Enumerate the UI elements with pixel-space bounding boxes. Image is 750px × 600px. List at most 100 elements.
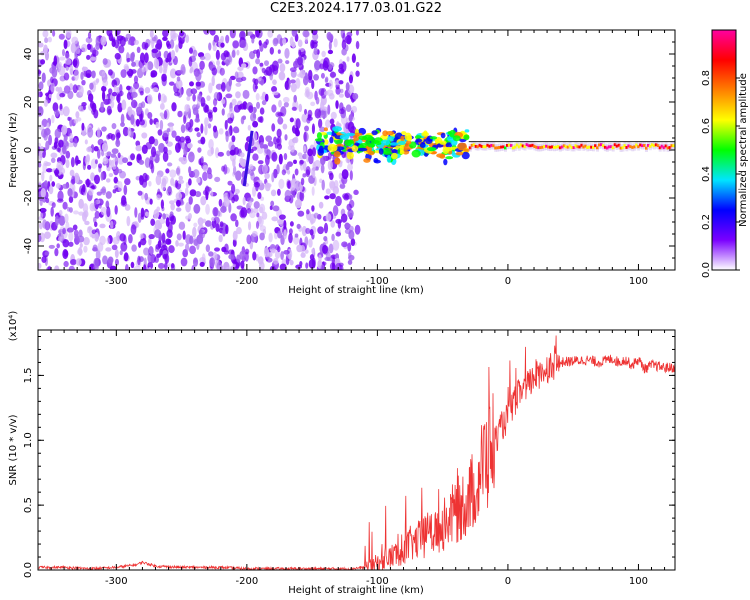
noise-blob (84, 155, 90, 166)
y-tick-label: 0.5 (23, 497, 34, 513)
noise-blob (135, 118, 140, 127)
transition-blob (386, 155, 392, 163)
noise-blob (63, 39, 68, 50)
carrier-segment (470, 143, 474, 147)
noise-blob (317, 226, 324, 235)
noise-blob (298, 103, 303, 113)
noise-blob (282, 38, 287, 45)
noise-blob (242, 196, 246, 206)
noise-blob (249, 164, 254, 170)
y-tick-label: -20 (23, 190, 34, 206)
noise-blob (101, 142, 109, 152)
noise-blob (218, 198, 223, 207)
noise-blob (108, 173, 114, 178)
noise-blob (241, 264, 245, 270)
noise-blob (204, 124, 208, 136)
noise-blob (94, 210, 100, 219)
carrier-segment (515, 143, 519, 147)
carrier-segment (582, 145, 586, 149)
noise-blob (114, 249, 119, 259)
noise-blob (283, 229, 287, 240)
noise-blob (51, 114, 55, 124)
noise-blob (335, 218, 343, 224)
noise-blob (204, 117, 209, 127)
transition-blob (443, 158, 448, 166)
noise-blob (283, 96, 290, 103)
noise-blob (211, 75, 215, 87)
carrier-segment (517, 145, 521, 149)
carrier-segment (494, 146, 498, 150)
noise-blob (239, 103, 246, 110)
carrier-segment (576, 145, 580, 149)
transition-blob (382, 151, 393, 155)
transition-blob (373, 158, 379, 163)
noise-blob (168, 245, 175, 254)
noise-blob (97, 242, 104, 252)
noise-blob (75, 111, 80, 119)
transition-blob (426, 147, 437, 152)
noise-blob (140, 214, 145, 220)
noise-blob (289, 36, 294, 47)
noise-blob (47, 36, 52, 43)
noise-blob (67, 90, 74, 100)
noise-blob (150, 70, 158, 78)
noise-blob (139, 90, 144, 96)
noise-blob (259, 203, 266, 214)
noise-blob (344, 228, 352, 234)
noise-blob (159, 119, 164, 131)
noise-blob (198, 94, 202, 100)
carrier-segment (650, 143, 654, 147)
noise-blob (207, 123, 212, 129)
noise-blob (194, 127, 200, 132)
carrier-segment (578, 145, 582, 149)
noise-blob (299, 245, 306, 253)
carrier-segment (590, 145, 594, 149)
noise-blob (68, 241, 74, 247)
noise-blob (227, 128, 231, 137)
carrier-segment (627, 144, 631, 148)
x-tick-label: -200 (236, 276, 259, 287)
noise-blob (346, 56, 350, 62)
noise-blob (272, 65, 279, 75)
noise-blob (203, 30, 210, 35)
carrier-segment (502, 145, 506, 149)
transition-blob (387, 135, 396, 142)
noise-blob (277, 230, 283, 239)
noise-blob (111, 91, 117, 97)
noise-blob (149, 155, 154, 165)
carrier-segment (662, 146, 666, 150)
noise-blob (265, 182, 269, 187)
noise-blob (63, 72, 70, 81)
noise-blob (167, 122, 175, 127)
noise-blob (271, 123, 276, 132)
transition-blob (336, 143, 344, 148)
noise-blob (297, 39, 303, 48)
transition-blob (436, 153, 446, 158)
noise-blob (144, 174, 150, 181)
carrier-segment (478, 143, 482, 147)
noise-blob (323, 235, 328, 242)
carrier-segment (474, 144, 478, 148)
noise-blob (271, 104, 277, 113)
noise-blob (304, 125, 309, 132)
transition-blob (378, 148, 384, 155)
noise-blob (247, 124, 251, 131)
noise-blob (177, 242, 184, 247)
noise-blob (204, 220, 212, 227)
transition-blob (404, 142, 410, 147)
noise-blob (172, 32, 179, 38)
noise-blob (323, 222, 329, 234)
noise-blob (256, 101, 261, 109)
noise-blob (72, 224, 78, 231)
noise-blob (108, 32, 114, 42)
noise-blob (231, 98, 237, 106)
noise-blob (38, 70, 42, 75)
noise-blob (162, 151, 169, 162)
noise-blob (270, 189, 277, 197)
colorbar-tick-label: 0.0 (701, 262, 712, 278)
noise-blob (219, 221, 224, 228)
noise-blob (63, 260, 69, 268)
noise-blob (228, 107, 234, 119)
noise-blob (193, 203, 201, 214)
noise-blob (75, 47, 81, 55)
